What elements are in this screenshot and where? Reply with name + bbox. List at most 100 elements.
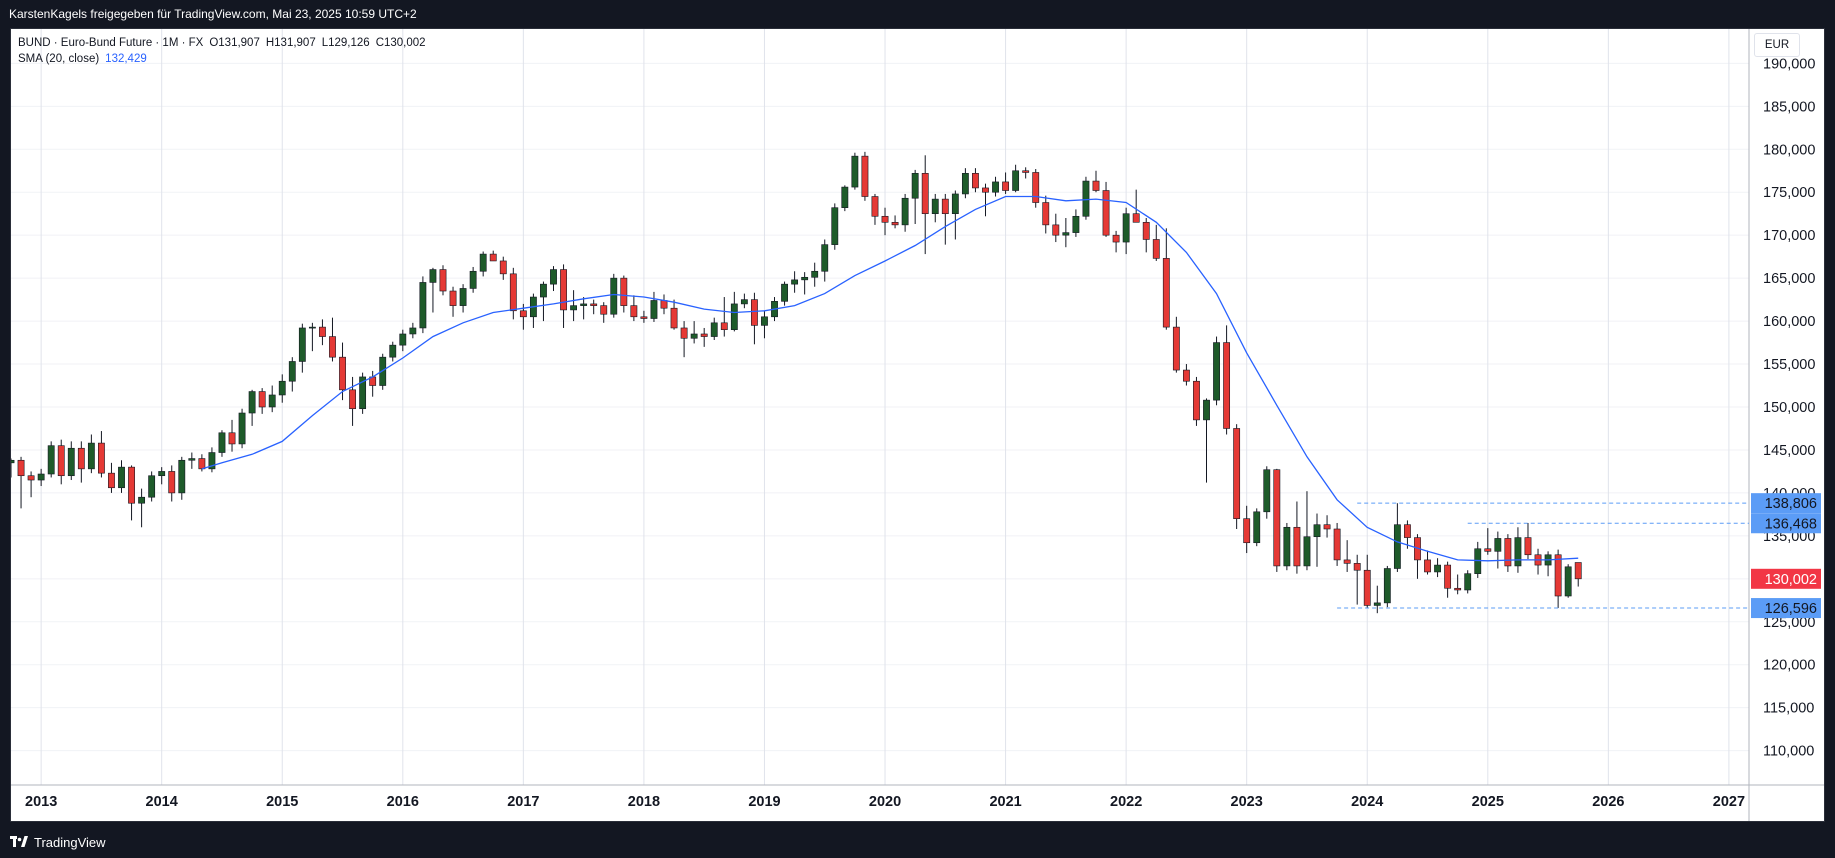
chart-panel[interactable]: BUND · Euro-Bund Future · 1M · FX O131,9… [10, 28, 1825, 822]
candle-body [27, 475, 35, 481]
candle-body [419, 282, 427, 329]
y-tick-label: 180,000 [1763, 142, 1815, 158]
legend-symbol[interactable]: BUND · Euro-Bund Future · 1M · FX [18, 37, 204, 49]
candle-body [489, 253, 497, 262]
candle-body [1454, 587, 1462, 591]
candle-body [188, 458, 196, 461]
footer-brand[interactable]: TradingView [34, 834, 106, 850]
candle-body [1524, 537, 1532, 556]
candle-body [1404, 524, 1411, 538]
candle-body [138, 496, 146, 504]
x-tick-label: 2017 [507, 794, 539, 810]
legend-open: O131,907 [209, 37, 260, 49]
candle-body [429, 269, 437, 283]
x-tick-label: 2014 [146, 794, 178, 810]
candlestick-chart[interactable]: 110,000115,000120,000125,000130,000135,0… [11, 29, 1824, 821]
candle-body [1564, 566, 1572, 597]
candle-body [469, 270, 477, 289]
candle-body [479, 253, 487, 272]
candle-body [1393, 524, 1401, 569]
footer-bar: TradingView [0, 826, 1835, 858]
candle-body [499, 260, 507, 275]
y-tick-label: 185,000 [1763, 99, 1815, 115]
candle-body [77, 447, 85, 470]
candle-body [560, 269, 567, 311]
candle-body [640, 316, 648, 319]
candle-body [1373, 602, 1381, 606]
candle-body [1012, 170, 1020, 191]
candle-body [399, 333, 407, 346]
candle-body [550, 269, 557, 285]
legend-row-sma: SMA (20, close) 132,429 [18, 51, 426, 67]
candle-body [459, 288, 467, 306]
y-tick-label: 110,000 [1763, 744, 1814, 760]
candle-body [992, 181, 999, 193]
candle-body [1162, 258, 1170, 328]
candle-body [941, 198, 949, 215]
price-marker-box [1751, 568, 1821, 589]
y-tick-label: 150,000 [1763, 400, 1815, 416]
candle-body [47, 445, 55, 475]
y-tick-label: 165,000 [1763, 271, 1815, 287]
candle-body [1444, 564, 1452, 589]
candle-body [1243, 518, 1251, 544]
candle-body [841, 186, 849, 208]
candle-body [1464, 573, 1472, 591]
candle-body [1574, 562, 1582, 580]
x-tick-label: 2015 [266, 794, 298, 810]
candle-body [248, 391, 256, 414]
candle-body [570, 305, 578, 311]
candle-body [339, 356, 346, 391]
candle-body [1142, 221, 1150, 240]
candle-body [630, 305, 638, 318]
candle-body [1333, 528, 1341, 561]
candle-body [1223, 342, 1231, 429]
candle-body [811, 270, 819, 278]
legend-sma-label[interactable]: SMA (20, close) [18, 53, 100, 65]
candle-body [951, 193, 959, 215]
candle-body [791, 279, 799, 285]
price-marker-label: 126,596 [1765, 601, 1817, 617]
candle-body [851, 155, 859, 188]
candle-body [821, 244, 829, 272]
legend-low: L129,126 [321, 37, 370, 49]
candle-body [298, 327, 306, 362]
candle-body [1062, 232, 1070, 236]
legend-row-symbol: BUND · Euro-Bund Future · 1M · FX O131,9… [18, 35, 426, 51]
candle-body [1102, 190, 1110, 236]
candle-body [1343, 559, 1351, 564]
candle-body [901, 197, 909, 226]
y-tick-label: 170,000 [1763, 228, 1815, 244]
candle-body [670, 307, 678, 329]
candle-body [982, 187, 989, 193]
candle-body [1383, 568, 1391, 604]
candle-body [911, 173, 919, 199]
candle-body [740, 299, 748, 305]
x-tick-label: 2025 [1472, 794, 1504, 810]
candle-body [37, 473, 45, 481]
candle-body [1233, 428, 1241, 519]
candle-body [1484, 548, 1492, 552]
candle-body [921, 173, 929, 215]
y-tick-label: 120,000 [1763, 658, 1815, 674]
candle-body [87, 442, 95, 470]
candle-body [660, 300, 668, 309]
candle-body [509, 273, 517, 312]
candle-body [148, 475, 156, 498]
candle-body [228, 432, 236, 445]
candle-body [720, 322, 728, 330]
candle-body [1293, 526, 1301, 567]
chart-legend: BUND · Euro-Bund Future · 1M · FX O131,9… [18, 35, 426, 67]
candle-body [761, 316, 768, 326]
legend-close: C130,002 [375, 37, 426, 49]
candle-body [1494, 538, 1502, 552]
candle-body [680, 327, 688, 339]
candle-body [1303, 536, 1311, 567]
candle-body [98, 442, 105, 474]
candle-body [1323, 524, 1331, 530]
currency-label[interactable]: EUR [1754, 33, 1800, 57]
y-tick-label: 190,000 [1763, 56, 1815, 72]
x-tick-label: 2018 [628, 794, 660, 810]
price-marker-box [1751, 598, 1821, 619]
price-marker-box [1751, 493, 1821, 514]
